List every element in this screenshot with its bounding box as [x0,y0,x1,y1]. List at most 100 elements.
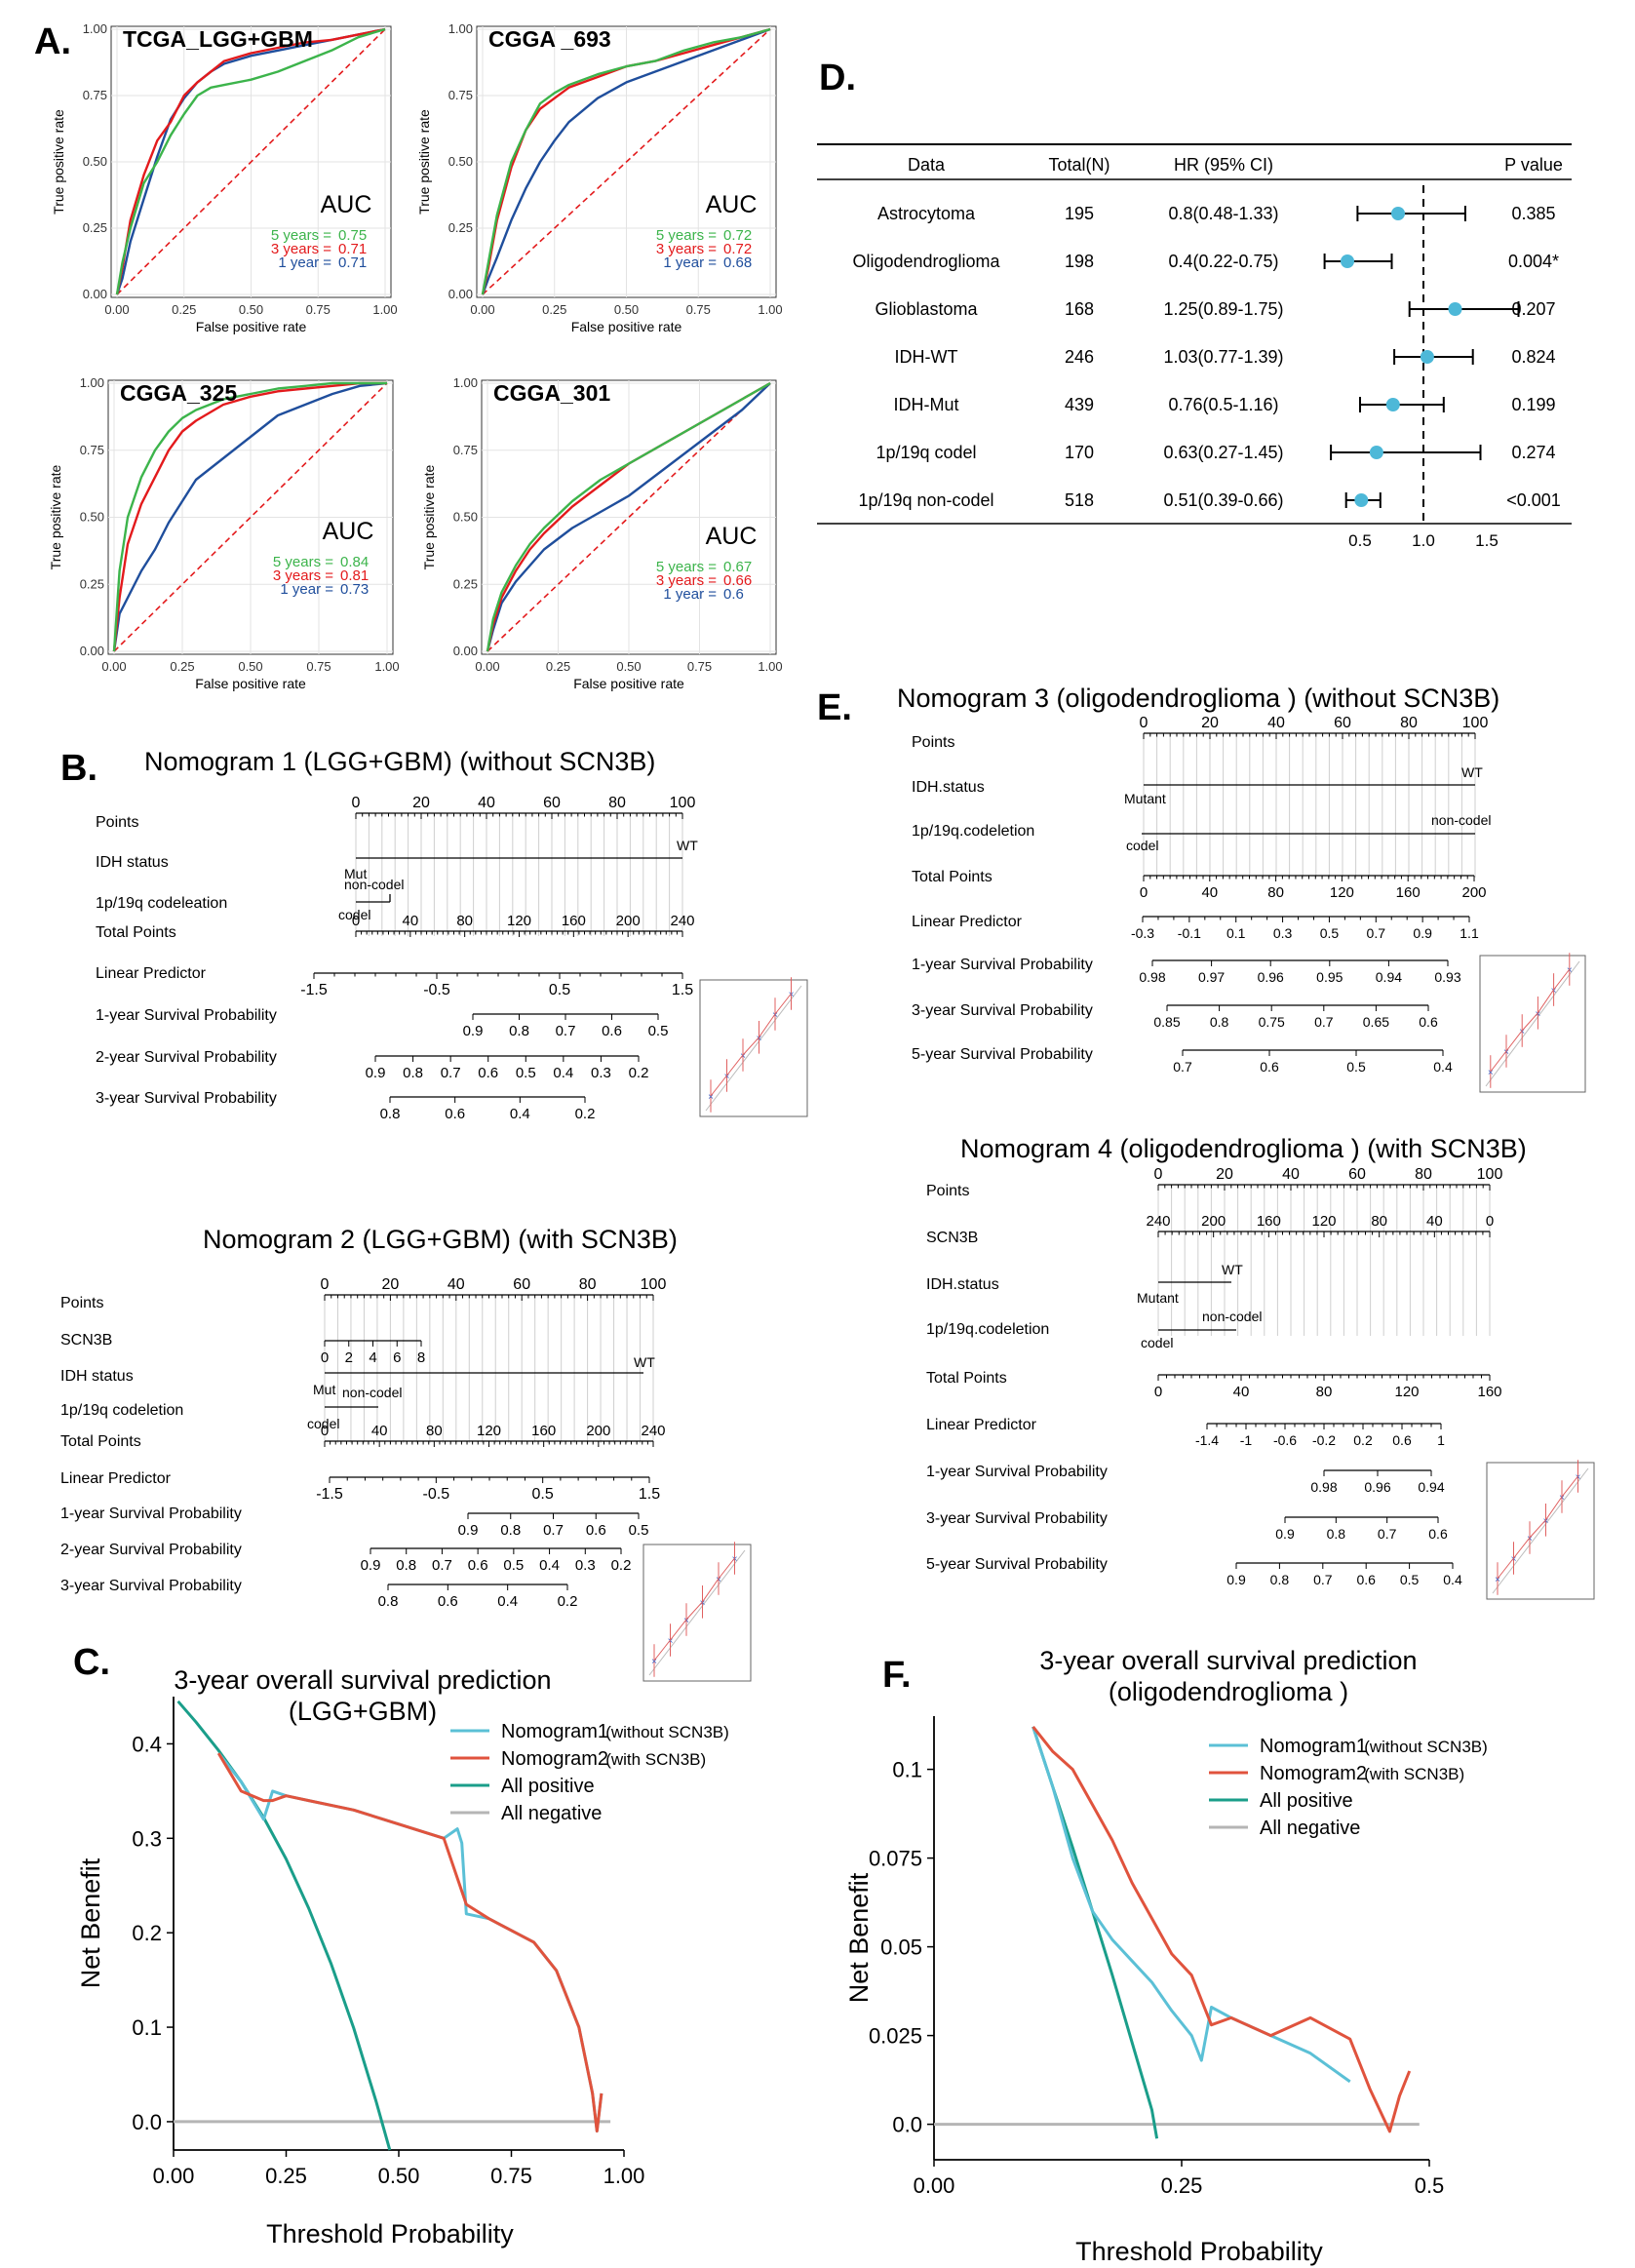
scale-tick-label: 0.1 [1226,925,1246,941]
nomogram-row-label: 1p/19q.codeletion [912,823,1034,840]
panel-label-e: E. [817,687,852,728]
row-data: Glioblastoma [875,299,978,319]
x-tick-label: 1.00 [374,659,399,674]
x-tick-label: 0.75 [687,659,712,674]
noncodel-label: non-codel [342,1385,403,1400]
scale-tick-label: 40 [1233,1384,1250,1400]
nomogram-row-label: IDH status [96,854,169,871]
auc-legend-label: 5 years = [656,559,717,575]
x-axis-label: False positive rate [195,676,306,691]
roc-line-5-years [112,381,387,652]
forest-tick-label: 0.5 [1348,531,1372,550]
scale-tick-label: 0.2 [611,1557,632,1574]
scale-tick-label: 20 [412,795,430,811]
scale-tick-label: 0.6 [1419,1014,1438,1030]
hr-point [1385,398,1400,411]
row-total: 518 [1065,490,1094,510]
x-tick-label: 0.00 [914,2173,955,2198]
scale-tick-label: 240 [670,913,694,929]
y-axis-label: True positive rate [48,464,63,569]
auc-legend-value: 0.72 [723,227,752,244]
scale-tick-label: 0.96 [1258,969,1284,985]
codel-label: codel [307,1416,339,1431]
scale-tick-label: 0.94 [1418,1479,1444,1495]
x-tick-label: 1.00 [372,302,397,317]
scale-tick-label: 0.5 [503,1557,524,1574]
auc-legend-label: 5 years = [273,554,333,570]
auc-legend-value: 0.67 [723,559,752,575]
nomogram-title: Nomogram 2 (LGG+GBM) (with SCN3B) [203,1225,678,1254]
calibration-curve [710,993,792,1097]
scale-tick-label: 80 [608,795,626,811]
nomogram-2: Nomogram 2 (LGG+GBM) (with SCN3B) Points S… [60,1225,752,1682]
auc-legend-value: 0.75 [338,227,367,244]
dca-panels: 3-year overall survival prediction(LGG+G… [76,1646,1488,2266]
nomogram-row-label: IDH.status [912,779,985,796]
calibration-ideal-line [1485,960,1580,1087]
scale-tick-label: -0.5 [423,1486,450,1503]
scale-tick-label: 60 [513,1276,530,1293]
nomogram-row-label: 3-year Survival Probability [60,1578,242,1594]
nomogram-row-label: 1p/19q codeleation [96,895,227,912]
codel-label: codel [338,907,370,922]
x-tick-label: 0.75 [686,302,711,317]
x-axis-label: False positive rate [573,676,684,691]
noncodel-label: non-codel [344,877,405,892]
scale-tick-label: 0 [352,913,360,929]
calibration-curve [653,1557,735,1662]
calibration-point: × [1559,1493,1565,1504]
auc-legend-value: 0.81 [340,567,369,584]
scale-tick-label: 0.3 [575,1557,596,1574]
scale-tick-label: 60 [543,795,561,811]
y-tick-label: 0.25 [80,576,104,591]
idh-wt-label: WT [1461,764,1483,780]
x-tick-label: 0.75 [490,2164,532,2188]
scale-tick-label: 0.96 [1364,1479,1390,1495]
calibration-point: × [757,1034,762,1044]
nomogram-row-label: SCN3B [926,1230,978,1246]
scale-tick-label: 100 [641,1276,667,1293]
y-tick-label: 0.25 [453,576,478,591]
scale-tick-label: 40 [1426,1213,1443,1230]
codel-label: codel [1126,838,1158,853]
scale-tick-label: -1.5 [300,982,328,998]
nomogram-row-label: Linear Predictor [912,914,1023,930]
row-hr: 0.51(0.39-0.66) [1163,490,1283,510]
scale-tick-label: 0.98 [1310,1479,1337,1495]
auc-legend-value: 0.84 [340,554,369,570]
diagonal-reference [482,28,771,295]
calibration-point: × [1511,1554,1517,1565]
auc-legend-label: 1 year = [663,254,717,271]
x-tick-label: 0.50 [239,302,263,317]
scale-tick-label: 0.6 [445,1106,465,1122]
scale-tick-label: 0 [321,1349,329,1366]
auc-label: AUC [706,523,758,550]
scale-tick-label: 0 [1154,1166,1163,1183]
scale-tick-label: 0.65 [1363,1014,1389,1030]
roc-line-1-year [481,27,771,295]
scale-tick-label: 0.6 [586,1522,606,1539]
scale-tick-label: 80 [579,1276,597,1293]
y-tick-label: 0.75 [80,443,104,457]
x-tick-label: 0.25 [265,2164,307,2188]
calibration-curve [1490,968,1571,1073]
scale-tick-label: 0.6 [1428,1526,1448,1542]
row-hr: 0.8(0.48-1.33) [1168,204,1278,223]
scale-tick-label: 0.4 [510,1106,530,1122]
scale-tick-label: 0.5 [1346,1059,1366,1075]
nomogram-row-label: 2-year Survival Probability [60,1542,242,1558]
scale-tick-label: 20 [1216,1166,1233,1183]
auc-legend-value: 0.71 [338,254,367,271]
header-p: P value [1504,155,1563,175]
scale-tick-label: 0.2 [558,1593,578,1610]
x-tick-label: 0.25 [170,659,194,674]
roc-panels: 0.000.000.250.250.500.500.750.751.001.00… [48,21,783,691]
legend-label: Nomogram1 [1260,1736,1367,1757]
scale-tick-label: 40 [1282,1166,1300,1183]
y-tick-label: 0.50 [80,510,104,525]
row-p: 0.199 [1511,395,1555,414]
y-axis-label: Net Benefit [76,1857,105,1988]
scale-tick-label: 0.7 [1367,925,1386,941]
x-tick-label: 0.75 [306,659,331,674]
calibration-point: × [683,1616,689,1626]
